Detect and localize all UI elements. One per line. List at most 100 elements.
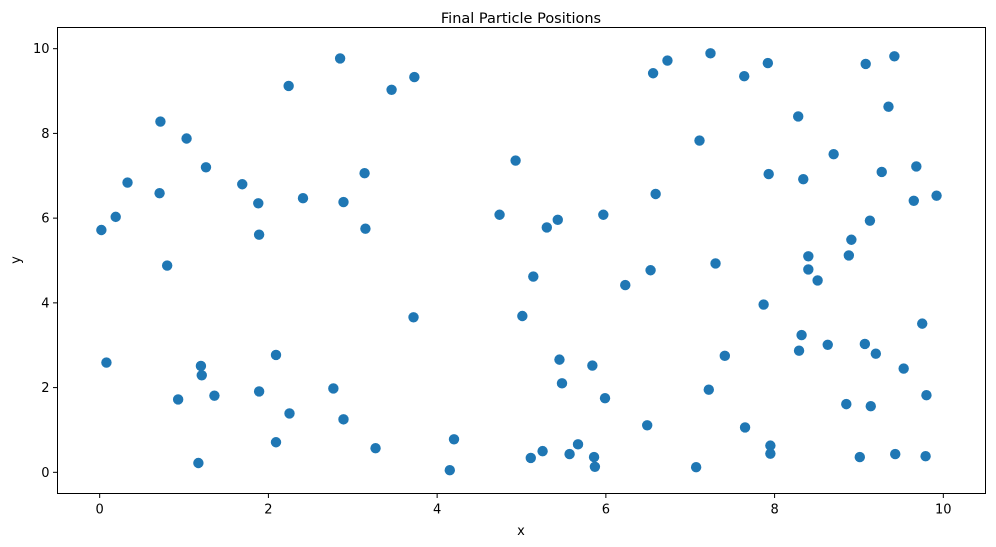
- data-point: [796, 329, 807, 341]
- data-point: [253, 386, 265, 397]
- plot-frame: [57, 27, 986, 494]
- data-point: [253, 198, 264, 209]
- data-point: [510, 155, 521, 166]
- data-point: [154, 187, 165, 199]
- data-point: [793, 111, 804, 122]
- data-point: [96, 224, 107, 236]
- data-point: [798, 173, 809, 185]
- data-points: [96, 48, 942, 476]
- data-point: [554, 354, 565, 365]
- data-point: [620, 279, 631, 291]
- data-point: [370, 442, 381, 454]
- data-point: [650, 188, 661, 200]
- data-point: [898, 363, 909, 374]
- data-point: [195, 360, 207, 372]
- data-point: [705, 48, 716, 59]
- y-axis-label: y: [9, 256, 24, 264]
- y-tick-label: 6: [41, 212, 49, 227]
- y-tick-label: 4: [41, 296, 49, 311]
- data-point: [765, 448, 776, 459]
- data-point: [710, 258, 721, 269]
- data-point: [765, 440, 776, 451]
- data-point: [694, 135, 705, 146]
- x-axis-label: x: [517, 524, 525, 539]
- data-point: [703, 384, 714, 395]
- data-point: [408, 312, 419, 323]
- data-point: [763, 168, 774, 180]
- chart-title: Final Particle Positions: [441, 11, 601, 27]
- data-point: [876, 166, 887, 178]
- y-tick-label: 0: [41, 466, 49, 481]
- data-point: [552, 214, 563, 226]
- data-point: [181, 133, 192, 144]
- data-point: [494, 209, 505, 220]
- data-point: [793, 345, 805, 356]
- data-point: [448, 434, 460, 445]
- data-point: [196, 370, 207, 381]
- data-point: [803, 251, 814, 262]
- data-point: [589, 461, 601, 473]
- axes: 0 2 4 6 8 10 0 2 4 6 8 10: [33, 27, 986, 518]
- data-point: [409, 71, 420, 83]
- data-point: [172, 394, 184, 405]
- data-point: [854, 451, 865, 463]
- data-point: [110, 211, 121, 223]
- data-point: [101, 357, 112, 368]
- data-point: [803, 264, 814, 275]
- data-point: [564, 448, 575, 460]
- data-point: [647, 68, 659, 79]
- data-point: [828, 148, 839, 160]
- y-axis-ticks: 0 2 4 6 8 10: [33, 42, 58, 481]
- data-point: [690, 462, 702, 473]
- data-point: [537, 445, 548, 457]
- data-point: [645, 265, 656, 276]
- data-point: [846, 234, 857, 245]
- data-point: [870, 348, 882, 359]
- data-point: [758, 299, 769, 310]
- data-point: [360, 223, 371, 234]
- data-point: [283, 80, 294, 92]
- data-point: [338, 196, 349, 208]
- data-point: [883, 101, 894, 112]
- x-tick-label: 4: [433, 503, 441, 518]
- data-point: [209, 390, 220, 401]
- x-tick-label: 0: [96, 503, 104, 518]
- data-point: [841, 398, 852, 410]
- data-point: [541, 222, 553, 233]
- data-point: [270, 349, 282, 361]
- y-tick-label: 2: [41, 381, 49, 396]
- data-point: [122, 177, 133, 188]
- data-point: [155, 116, 166, 127]
- data-point: [386, 84, 397, 95]
- data-point: [822, 339, 833, 351]
- data-point: [739, 71, 750, 82]
- data-point: [328, 383, 339, 394]
- data-point: [598, 209, 609, 220]
- data-point: [917, 318, 928, 329]
- x-axis-ticks: 0 2 4 6 8 10: [96, 493, 952, 518]
- data-point: [642, 420, 653, 431]
- x-tick-label: 10: [935, 503, 952, 518]
- data-point: [908, 195, 919, 206]
- data-point: [572, 439, 584, 450]
- data-point: [843, 250, 855, 261]
- data-point: [864, 215, 876, 226]
- data-point: [599, 392, 611, 404]
- data-point: [253, 229, 265, 240]
- data-point: [890, 448, 901, 460]
- data-point: [719, 350, 731, 362]
- data-point: [812, 275, 823, 286]
- data-point: [517, 310, 528, 322]
- data-point: [444, 465, 455, 476]
- y-tick-label: 8: [41, 127, 49, 142]
- x-tick-label: 8: [770, 503, 778, 518]
- data-point: [297, 193, 309, 204]
- data-point: [911, 161, 922, 172]
- data-point: [762, 57, 774, 69]
- data-point: [889, 51, 900, 62]
- data-point: [865, 401, 876, 412]
- data-point: [859, 338, 871, 350]
- data-point: [284, 408, 295, 419]
